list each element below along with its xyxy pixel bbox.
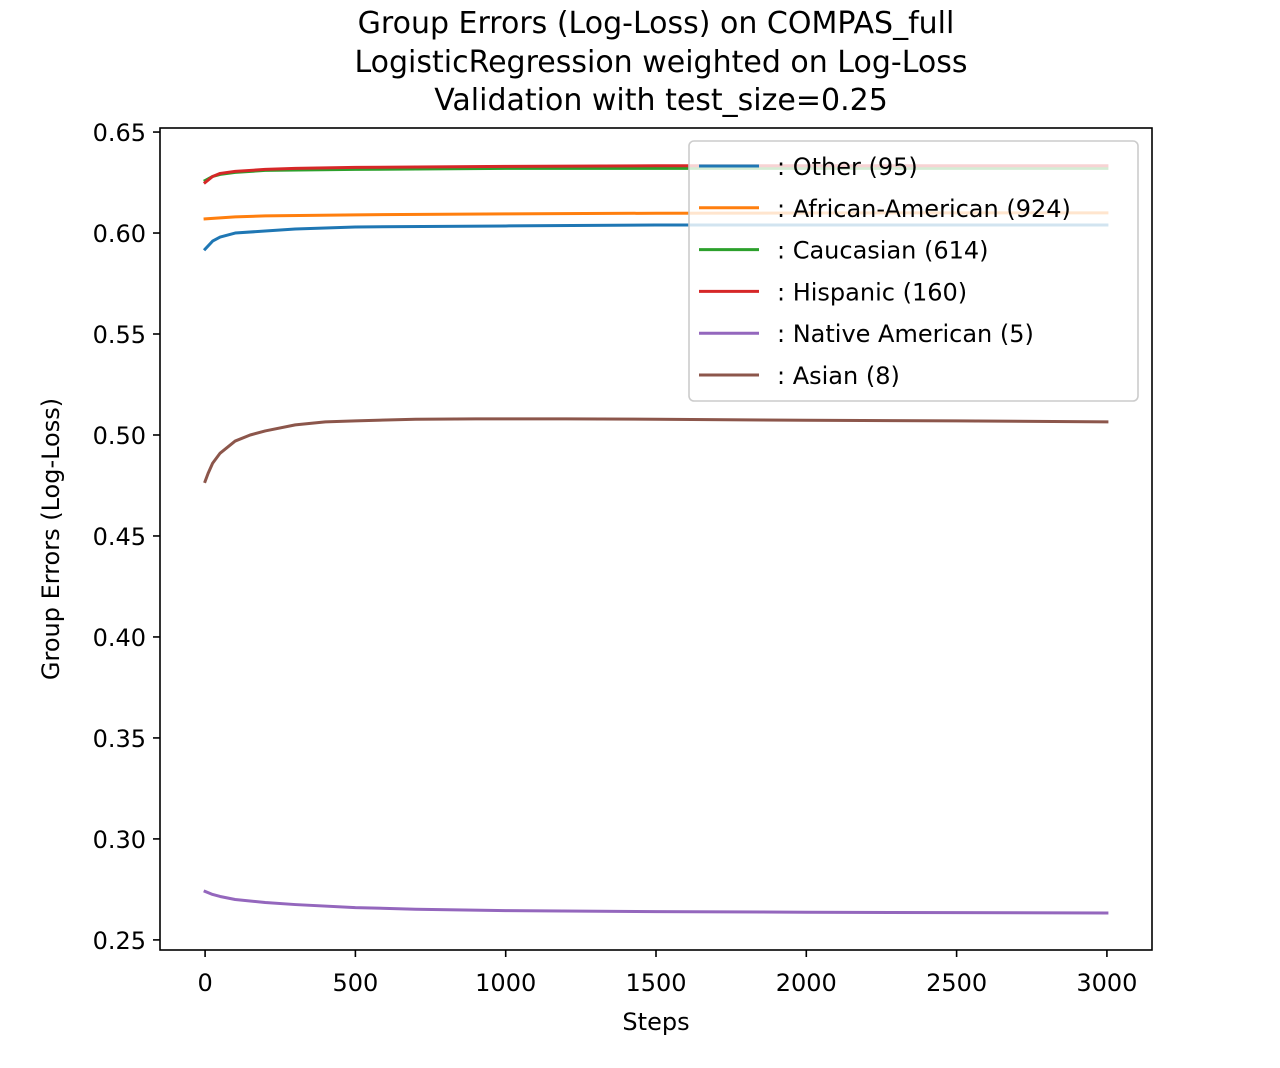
x-tick-label: 0 xyxy=(197,969,212,997)
y-tick-label: 0.25 xyxy=(93,927,146,955)
legend-label: : Caucasian (614) xyxy=(777,237,989,265)
y-tick-label: 0.55 xyxy=(93,321,146,349)
x-axis-label: Steps xyxy=(622,1008,689,1036)
series-line-5 xyxy=(203,417,1109,484)
legend-label: : Native American (5) xyxy=(777,320,1034,348)
y-tick-label: 0.45 xyxy=(93,523,146,551)
chart-title-line-2: LogisticRegression weighted on Log-Loss xyxy=(354,45,967,80)
y-axis-label: Group Errors (Log-Loss) xyxy=(37,398,65,680)
x-tick-label: 1000 xyxy=(475,969,536,997)
y-tick-label: 0.65 xyxy=(93,119,146,147)
y-tick-label: 0.40 xyxy=(93,624,146,652)
x-tick-label: 1500 xyxy=(625,969,686,997)
x-tick-label: 500 xyxy=(332,969,378,997)
y-tick-label: 0.35 xyxy=(93,725,146,753)
legend-label: : Other (95) xyxy=(777,153,918,181)
series-line-4 xyxy=(203,889,1109,915)
legend-box xyxy=(688,140,1139,402)
x-tick-label: 3000 xyxy=(1076,969,1137,997)
legend: : Other (95) : African-American (924) : Ca… xyxy=(688,140,1139,402)
y-tick-label: 0.50 xyxy=(93,422,146,450)
y-tick-label: 0.60 xyxy=(93,220,146,248)
plot-frame xyxy=(159,127,1153,951)
plot-lines xyxy=(202,164,1109,915)
chart-title-line-3: Validation with test_size=0.25 xyxy=(434,83,888,118)
legend-label: : Asian (8) xyxy=(777,362,900,390)
y-axis-ticks: 0.25 0.30 0.35 0.40 0.45 0.50 0.55 0.60 0.65 xyxy=(93,119,160,955)
x-tick-label: 2000 xyxy=(776,969,837,997)
legend-label: : Hispanic (160) xyxy=(777,278,967,306)
chart-title-line-1: Group Errors (Log-Loss) on COMPAS_full xyxy=(358,6,955,41)
x-axis-ticks: 0 500 1000 1500 2000 2500 3000 xyxy=(197,950,1137,997)
x-tick-label: 2500 xyxy=(926,969,987,997)
y-tick-label: 0.30 xyxy=(93,826,146,854)
legend-label: : African-American (924) xyxy=(777,195,1071,223)
